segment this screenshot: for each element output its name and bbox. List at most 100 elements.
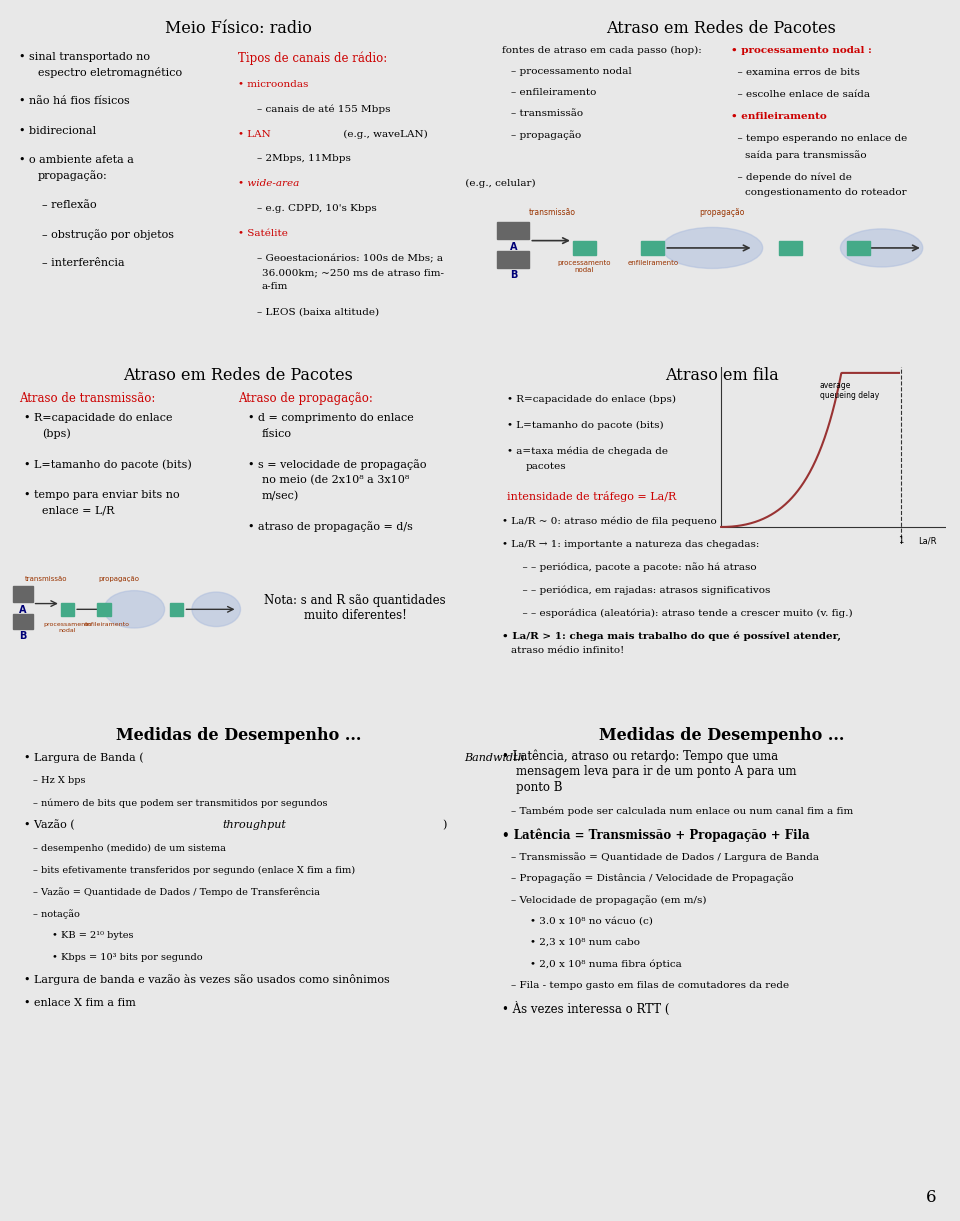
Text: – desempenho (medido) de um sistema: – desempenho (medido) de um sistema bbox=[33, 844, 226, 853]
Bar bbox=[641, 241, 664, 255]
Text: – Velocidade de propagação (em m/s): – Velocidade de propagação (em m/s) bbox=[512, 895, 707, 905]
Text: – Propagação = Distância / Velocidade de Propagação: – Propagação = Distância / Velocidade de… bbox=[512, 873, 794, 883]
Text: Medidas de Desempenho ...: Medidas de Desempenho ... bbox=[116, 726, 361, 744]
Text: – Hz X bps: – Hz X bps bbox=[33, 777, 85, 785]
Bar bbox=[779, 241, 802, 255]
Text: • La/R ~ 0: atraso médio de fila pequeno: • La/R ~ 0: atraso médio de fila pequeno bbox=[502, 516, 717, 526]
Text: saída para transmissão: saída para transmissão bbox=[745, 150, 867, 160]
Bar bbox=[60, 603, 74, 615]
Bar bbox=[12, 614, 33, 630]
Text: – obstrução por objetos: – obstrução por objetos bbox=[42, 228, 175, 239]
Text: • R=capacidade do enlace: • R=capacidade do enlace bbox=[24, 413, 172, 422]
Text: ): ) bbox=[663, 752, 667, 763]
Text: • s = velocidade de propagação: • s = velocidade de propagação bbox=[248, 459, 426, 470]
Text: • tempo para enviar bits no: • tempo para enviar bits no bbox=[24, 490, 180, 499]
Text: processamento
nodal: processamento nodal bbox=[43, 623, 92, 632]
Text: • Kbps = 10³ bits por segundo: • Kbps = 10³ bits por segundo bbox=[52, 952, 203, 961]
Text: A: A bbox=[510, 242, 517, 252]
Bar bbox=[12, 586, 33, 602]
Text: – número de bits que podem ser transmitidos por segundos: – número de bits que podem ser transmiti… bbox=[33, 799, 327, 808]
Text: • Latência = Transmissão + Propagação + Fila: • Latência = Transmissão + Propagação + … bbox=[502, 828, 809, 841]
Text: • não há fios físicos: • não há fios físicos bbox=[19, 96, 130, 106]
Text: • d = comprimento do enlace: • d = comprimento do enlace bbox=[248, 413, 414, 422]
Text: espectro eletromagnético: espectro eletromagnético bbox=[37, 67, 181, 78]
Text: 1: 1 bbox=[899, 536, 903, 545]
Ellipse shape bbox=[192, 592, 241, 626]
Text: atraso médio infinito!: atraso médio infinito! bbox=[512, 646, 625, 656]
Text: – escolhe enlace de saída: – escolhe enlace de saída bbox=[731, 90, 870, 99]
Text: • Vazão (: • Vazão ( bbox=[24, 821, 74, 830]
Text: – enfileiramento: – enfileiramento bbox=[512, 88, 597, 96]
Text: pacotes: pacotes bbox=[525, 462, 566, 471]
Ellipse shape bbox=[104, 591, 164, 628]
Bar bbox=[170, 603, 183, 615]
Text: transmissão: transmissão bbox=[25, 576, 67, 582]
Text: – processamento nodal: – processamento nodal bbox=[512, 66, 632, 76]
Text: Atraso em Redes de Pacotes: Atraso em Redes de Pacotes bbox=[607, 20, 836, 37]
Text: enfileiramento: enfileiramento bbox=[84, 623, 130, 628]
Text: Medidas de Desempenho ...: Medidas de Desempenho ... bbox=[599, 726, 844, 744]
Text: m/sec): m/sec) bbox=[262, 491, 300, 502]
Text: • KB = 2¹⁰ bytes: • KB = 2¹⁰ bytes bbox=[52, 930, 133, 940]
Text: • bidirecional: • bidirecional bbox=[19, 126, 96, 136]
Text: • Latência, atraso ou retardo: Tempo que uma: • Latência, atraso ou retardo: Tempo que… bbox=[502, 750, 779, 763]
Text: no meio (de 2x10⁸ a 3x10⁸: no meio (de 2x10⁸ a 3x10⁸ bbox=[262, 475, 409, 486]
Text: enfileiramento: enfileiramento bbox=[627, 260, 679, 266]
Text: • a=taxa média de chegada de: • a=taxa média de chegada de bbox=[507, 447, 668, 455]
Ellipse shape bbox=[840, 228, 923, 267]
Text: Meio Físico: radio: Meio Físico: radio bbox=[165, 20, 312, 37]
Text: – – periódica, em rajadas: atrasos significativos: – – periódica, em rajadas: atrasos signi… bbox=[516, 585, 770, 595]
Text: – – esporádica (aleatória): atraso tende a crescer muito (v. fig.): – – esporádica (aleatória): atraso tende… bbox=[516, 608, 852, 618]
Bar bbox=[573, 241, 596, 255]
Text: Atraso em fila: Atraso em fila bbox=[664, 368, 779, 385]
Text: – e.g. CDPD, 10's Kbps: – e.g. CDPD, 10's Kbps bbox=[257, 204, 377, 214]
Text: • sinal transportado no: • sinal transportado no bbox=[19, 51, 150, 62]
Text: • Largura de banda e vazão às vezes são usados como sinônimos: • Largura de banda e vazão às vezes são … bbox=[24, 974, 390, 985]
Text: transmissão: transmissão bbox=[529, 208, 576, 217]
Text: intensidade de tráfego = La/R: intensidade de tráfego = La/R bbox=[507, 491, 676, 502]
Text: – Transmissão = Quantidade de Dados / Largura de Banda: – Transmissão = Quantidade de Dados / La… bbox=[512, 852, 819, 862]
Text: – notação: – notação bbox=[33, 908, 80, 919]
Text: • L=tamanho do pacote (bits): • L=tamanho do pacote (bits) bbox=[24, 459, 191, 470]
Text: La/R: La/R bbox=[919, 536, 937, 545]
Text: – interferência: – interferência bbox=[42, 258, 125, 269]
Text: B: B bbox=[510, 270, 517, 280]
Text: – depende do nível de: – depende do nível de bbox=[731, 172, 852, 182]
Text: • 2,0 x 10⁸ numa fibra óptica: • 2,0 x 10⁸ numa fibra óptica bbox=[530, 960, 682, 968]
Text: a-fim: a-fim bbox=[262, 282, 288, 291]
Text: • processamento nodal :: • processamento nodal : bbox=[731, 46, 872, 55]
Text: – transmissão: – transmissão bbox=[512, 109, 584, 117]
Text: 36.000km; ~250 ms de atraso fim-: 36.000km; ~250 ms de atraso fim- bbox=[262, 269, 444, 277]
Text: • Largura de Banda (: • Largura de Banda ( bbox=[24, 752, 143, 763]
Text: congestionamento do roteador: congestionamento do roteador bbox=[745, 188, 906, 197]
Text: • La/R → 1: importante a natureza das chegadas:: • La/R → 1: importante a natureza das ch… bbox=[502, 540, 759, 548]
Text: – bits efetivamente transferidos por segundo (enlace X fim a fim): – bits efetivamente transferidos por seg… bbox=[33, 866, 355, 874]
Text: – Geoestacionários: 100s de Mbs; a: – Geoestacionários: 100s de Mbs; a bbox=[257, 254, 444, 263]
Text: Bandwidth: Bandwidth bbox=[465, 752, 525, 763]
Bar bbox=[848, 241, 870, 255]
Text: throughput: throughput bbox=[222, 821, 286, 830]
Text: – Fila - tempo gasto em filas de comutadores da rede: – Fila - tempo gasto em filas de comutad… bbox=[512, 980, 789, 990]
Bar bbox=[497, 221, 529, 239]
Text: – propagação: – propagação bbox=[512, 129, 582, 139]
Text: • wide-area: • wide-area bbox=[238, 179, 300, 188]
Text: • microondas: • microondas bbox=[238, 79, 309, 89]
Bar bbox=[497, 250, 529, 269]
Text: • LAN: • LAN bbox=[238, 129, 272, 138]
Text: • Satélite: • Satélite bbox=[238, 230, 288, 238]
Text: • La/R > 1: chega mais trabalho do que é possível atender,: • La/R > 1: chega mais trabalho do que é… bbox=[502, 631, 841, 641]
Text: • enfileiramento: • enfileiramento bbox=[731, 112, 827, 121]
Text: • atraso de propagação = d/s: • atraso de propagação = d/s bbox=[248, 521, 413, 532]
Text: A: A bbox=[19, 606, 26, 615]
Text: propagação: propagação bbox=[699, 208, 744, 217]
Text: – LEOS (baixa altitude): – LEOS (baixa altitude) bbox=[257, 308, 379, 316]
Text: ponto B: ponto B bbox=[516, 781, 563, 794]
Text: B: B bbox=[19, 631, 26, 641]
Text: • o ambiente afeta a: • o ambiente afeta a bbox=[19, 155, 133, 165]
Text: • Às vezes interessa o RTT (: • Às vezes interessa o RTT ( bbox=[502, 1002, 669, 1016]
Text: • enlace X fim a fim: • enlace X fim a fim bbox=[24, 998, 135, 1009]
Text: Atraso de propagação:: Atraso de propagação: bbox=[238, 392, 373, 404]
Text: – reflexão: – reflexão bbox=[42, 199, 97, 210]
Text: • 2,3 x 10⁸ num cabo: • 2,3 x 10⁸ num cabo bbox=[530, 938, 640, 946]
Text: mensagem leva para ir de um ponto A para um: mensagem leva para ir de um ponto A para… bbox=[516, 766, 797, 779]
